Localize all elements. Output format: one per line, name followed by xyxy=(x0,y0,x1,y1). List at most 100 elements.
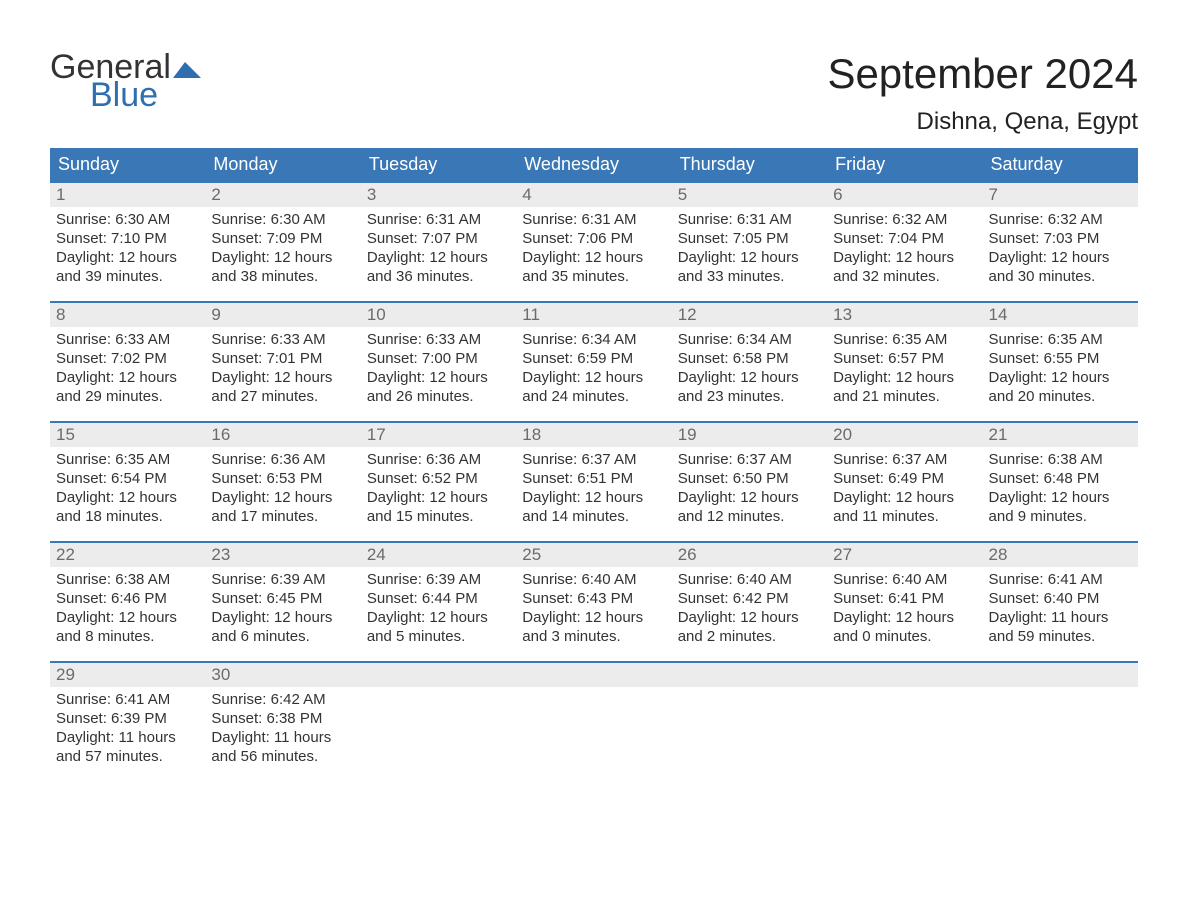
day-number: 23 xyxy=(205,543,360,567)
sunset-text: Sunset: 7:02 PM xyxy=(56,350,199,369)
logo-flag-icon xyxy=(173,58,201,78)
daylight-text: Daylight: 12 hours and 30 minutes. xyxy=(989,249,1132,287)
daylight-text: Daylight: 12 hours and 18 minutes. xyxy=(56,489,199,527)
day-number: 30 xyxy=(205,663,360,687)
day-body: Sunrise: 6:36 AMSunset: 6:52 PMDaylight:… xyxy=(361,447,516,532)
sunrise-text: Sunrise: 6:38 AM xyxy=(56,571,199,590)
sunrise-text: Sunrise: 6:36 AM xyxy=(367,451,510,470)
day-number: 25 xyxy=(516,543,671,567)
sunrise-text: Sunrise: 6:37 AM xyxy=(522,451,665,470)
day-number: 8 xyxy=(50,303,205,327)
day-number: 26 xyxy=(672,543,827,567)
sunset-text: Sunset: 6:58 PM xyxy=(678,350,821,369)
daylight-text: Daylight: 12 hours and 24 minutes. xyxy=(522,369,665,407)
day-cell xyxy=(827,663,982,781)
sunset-text: Sunset: 6:45 PM xyxy=(211,590,354,609)
day-cell: 4Sunrise: 6:31 AMSunset: 7:06 PMDaylight… xyxy=(516,183,671,301)
sunset-text: Sunset: 7:07 PM xyxy=(367,230,510,249)
sunrise-text: Sunrise: 6:40 AM xyxy=(678,571,821,590)
weekday-cell: Friday xyxy=(827,148,982,181)
day-cell: 16Sunrise: 6:36 AMSunset: 6:53 PMDayligh… xyxy=(205,423,360,541)
sunset-text: Sunset: 6:39 PM xyxy=(56,710,199,729)
day-cell: 22Sunrise: 6:38 AMSunset: 6:46 PMDayligh… xyxy=(50,543,205,661)
sunrise-text: Sunrise: 6:35 AM xyxy=(56,451,199,470)
day-body: Sunrise: 6:37 AMSunset: 6:51 PMDaylight:… xyxy=(516,447,671,532)
daylight-text: Daylight: 12 hours and 23 minutes. xyxy=(678,369,821,407)
day-number: 15 xyxy=(50,423,205,447)
logo: General Blue xyxy=(50,50,201,112)
day-cell: 12Sunrise: 6:34 AMSunset: 6:58 PMDayligh… xyxy=(672,303,827,421)
daylight-text: Daylight: 12 hours and 26 minutes. xyxy=(367,369,510,407)
daylight-text: Daylight: 11 hours and 57 minutes. xyxy=(56,729,199,767)
day-body: Sunrise: 6:35 AMSunset: 6:57 PMDaylight:… xyxy=(827,327,982,412)
day-number: 2 xyxy=(205,183,360,207)
day-body: Sunrise: 6:34 AMSunset: 6:59 PMDaylight:… xyxy=(516,327,671,412)
month-title: September 2024 xyxy=(827,50,1138,98)
logo-word2: Blue xyxy=(50,78,158,112)
day-cell: 2Sunrise: 6:30 AMSunset: 7:09 PMDaylight… xyxy=(205,183,360,301)
day-cell xyxy=(516,663,671,781)
day-body: Sunrise: 6:40 AMSunset: 6:42 PMDaylight:… xyxy=(672,567,827,652)
sunset-text: Sunset: 7:01 PM xyxy=(211,350,354,369)
sunrise-text: Sunrise: 6:32 AM xyxy=(833,211,976,230)
day-body: Sunrise: 6:36 AMSunset: 6:53 PMDaylight:… xyxy=(205,447,360,532)
sunrise-text: Sunrise: 6:34 AM xyxy=(522,331,665,350)
sunset-text: Sunset: 6:51 PM xyxy=(522,470,665,489)
day-body: Sunrise: 6:38 AMSunset: 6:46 PMDaylight:… xyxy=(50,567,205,652)
daylight-text: Daylight: 12 hours and 21 minutes. xyxy=(833,369,976,407)
sunset-text: Sunset: 6:55 PM xyxy=(989,350,1132,369)
day-cell xyxy=(361,663,516,781)
day-cell: 1Sunrise: 6:30 AMSunset: 7:10 PMDaylight… xyxy=(50,183,205,301)
sunset-text: Sunset: 6:43 PM xyxy=(522,590,665,609)
sunset-text: Sunset: 7:03 PM xyxy=(989,230,1132,249)
day-number: 28 xyxy=(983,543,1138,567)
weekday-cell: Wednesday xyxy=(516,148,671,181)
day-body: Sunrise: 6:40 AMSunset: 6:43 PMDaylight:… xyxy=(516,567,671,652)
day-body: Sunrise: 6:35 AMSunset: 6:54 PMDaylight:… xyxy=(50,447,205,532)
day-cell: 21Sunrise: 6:38 AMSunset: 6:48 PMDayligh… xyxy=(983,423,1138,541)
sunset-text: Sunset: 6:54 PM xyxy=(56,470,199,489)
week-row: 1Sunrise: 6:30 AMSunset: 7:10 PMDaylight… xyxy=(50,181,1138,301)
day-cell: 6Sunrise: 6:32 AMSunset: 7:04 PMDaylight… xyxy=(827,183,982,301)
day-number xyxy=(516,663,671,687)
day-body: Sunrise: 6:33 AMSunset: 7:02 PMDaylight:… xyxy=(50,327,205,412)
daylight-text: Daylight: 12 hours and 5 minutes. xyxy=(367,609,510,647)
day-body: Sunrise: 6:31 AMSunset: 7:07 PMDaylight:… xyxy=(361,207,516,292)
daylight-text: Daylight: 12 hours and 33 minutes. xyxy=(678,249,821,287)
day-number xyxy=(672,663,827,687)
sunset-text: Sunset: 6:40 PM xyxy=(989,590,1132,609)
day-number: 16 xyxy=(205,423,360,447)
day-body: Sunrise: 6:30 AMSunset: 7:10 PMDaylight:… xyxy=(50,207,205,292)
weekday-cell: Tuesday xyxy=(361,148,516,181)
day-number: 21 xyxy=(983,423,1138,447)
day-number: 4 xyxy=(516,183,671,207)
day-cell: 23Sunrise: 6:39 AMSunset: 6:45 PMDayligh… xyxy=(205,543,360,661)
sunrise-text: Sunrise: 6:35 AM xyxy=(989,331,1132,350)
day-number: 11 xyxy=(516,303,671,327)
day-body: Sunrise: 6:37 AMSunset: 6:49 PMDaylight:… xyxy=(827,447,982,532)
day-number: 12 xyxy=(672,303,827,327)
sunrise-text: Sunrise: 6:30 AM xyxy=(56,211,199,230)
day-body xyxy=(827,687,982,697)
day-body: Sunrise: 6:39 AMSunset: 6:45 PMDaylight:… xyxy=(205,567,360,652)
sunrise-text: Sunrise: 6:37 AM xyxy=(678,451,821,470)
day-body: Sunrise: 6:34 AMSunset: 6:58 PMDaylight:… xyxy=(672,327,827,412)
sunrise-text: Sunrise: 6:34 AM xyxy=(678,331,821,350)
day-cell: 24Sunrise: 6:39 AMSunset: 6:44 PMDayligh… xyxy=(361,543,516,661)
day-body xyxy=(361,687,516,697)
day-cell xyxy=(983,663,1138,781)
sunset-text: Sunset: 6:59 PM xyxy=(522,350,665,369)
sunset-text: Sunset: 6:42 PM xyxy=(678,590,821,609)
day-cell: 10Sunrise: 6:33 AMSunset: 7:00 PMDayligh… xyxy=(361,303,516,421)
day-body: Sunrise: 6:32 AMSunset: 7:04 PMDaylight:… xyxy=(827,207,982,292)
sunrise-text: Sunrise: 6:37 AM xyxy=(833,451,976,470)
daylight-text: Daylight: 11 hours and 56 minutes. xyxy=(211,729,354,767)
daylight-text: Daylight: 12 hours and 8 minutes. xyxy=(56,609,199,647)
day-number: 18 xyxy=(516,423,671,447)
sunrise-text: Sunrise: 6:41 AM xyxy=(989,571,1132,590)
week-row: 22Sunrise: 6:38 AMSunset: 6:46 PMDayligh… xyxy=(50,541,1138,661)
daylight-text: Daylight: 12 hours and 12 minutes. xyxy=(678,489,821,527)
sunset-text: Sunset: 7:04 PM xyxy=(833,230,976,249)
sunset-text: Sunset: 6:50 PM xyxy=(678,470,821,489)
daylight-text: Daylight: 11 hours and 59 minutes. xyxy=(989,609,1132,647)
